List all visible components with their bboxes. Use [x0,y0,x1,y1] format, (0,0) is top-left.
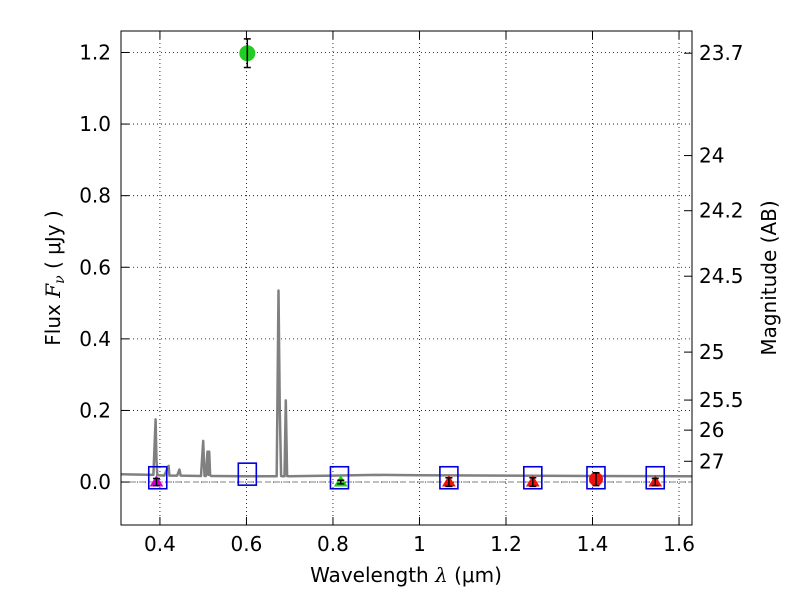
y2-tick-label: 25.5 [699,388,744,412]
model-box [523,465,543,490]
x-tick-label: 1 [413,532,426,556]
y-tick-label: 1.0 [79,112,111,136]
y-tick-label: 0.2 [79,398,111,422]
model-box [147,465,168,490]
plot-area [120,38,693,490]
model-box [439,465,459,490]
x-axis-title: Wavelength λ (μm) [310,563,502,587]
x-tick-label: 0.4 [144,532,176,556]
y-title-suffix: ( μJy ) [41,210,65,275]
y2-tick-label: 24.2 [699,199,744,223]
axis-ticks: 0.4 0.6 0.8 1 1.2 1.4 1.6 0.0 0.2 0.4 0.6 0.8 1.0 1.2… [79,31,744,556]
y-title-subscript: ν [52,275,68,284]
model-box [329,465,350,490]
x-tick-label: 1.6 [663,532,695,556]
model-box [586,465,606,490]
x-title-suffix: (μm) [448,563,502,587]
y-tick-label: 1.2 [79,40,111,64]
y-axis-title: Flux Fν ( μJy ) [41,210,68,345]
y-tick-label: 0.4 [79,327,111,351]
axes-frame [120,30,693,526]
x-title-prefix: Wavelength [310,563,435,587]
y2-tick-label: 26 [699,418,724,442]
y2-tick-label: 24 [699,144,724,168]
y2-tick-label: 23.7 [699,41,744,65]
x-tick-label: 0.6 [231,532,263,556]
y-tick-label: 0.8 [79,184,111,208]
x-tick-label: 0.8 [317,532,349,556]
y-title-prefix: Flux [41,298,65,346]
model-box [645,465,666,490]
model-box [237,462,258,486]
y-title-symbol: F [41,283,65,299]
y2-axis-title: Magnitude (AB) [757,200,781,355]
x-title-symbol: λ [434,563,448,587]
y-tick-label: 0.0 [79,470,111,494]
y2-tick-label: 27 [699,449,724,473]
x-tick-label: 1.2 [490,532,522,556]
y2-tick-label: 25 [699,340,724,364]
y-tick-label: 0.6 [79,255,111,279]
x-tick-label: 1.4 [577,532,609,556]
model-spectrum-line [120,289,693,478]
y2-tick-label: 24.5 [699,264,744,288]
